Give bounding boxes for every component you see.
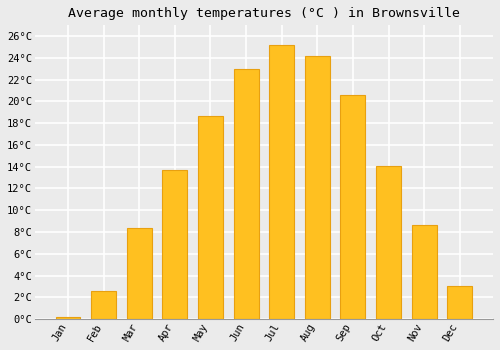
- Bar: [56, 317, 80, 319]
- Bar: [91, 291, 116, 319]
- Bar: [198, 116, 223, 319]
- Bar: [305, 56, 330, 319]
- Bar: [448, 286, 472, 319]
- Bar: [412, 225, 436, 319]
- Bar: [376, 166, 401, 319]
- Title: Average monthly temperatures (°C ) in Brownsville: Average monthly temperatures (°C ) in Br…: [68, 7, 460, 20]
- Bar: [234, 69, 258, 319]
- Bar: [340, 95, 365, 319]
- Bar: [162, 170, 188, 319]
- Bar: [127, 228, 152, 319]
- Bar: [269, 45, 294, 319]
